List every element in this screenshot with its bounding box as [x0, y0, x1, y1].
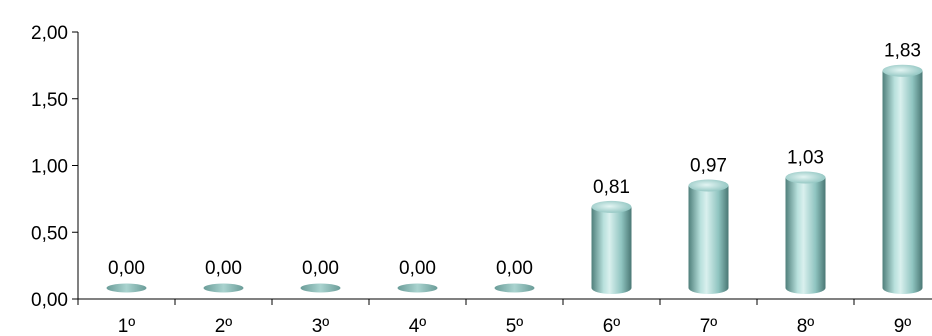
x-tick-label: 9º: [894, 316, 912, 336]
bar: [688, 179, 729, 294]
bar: [397, 283, 438, 293]
bars: [106, 64, 923, 294]
x-tick-label: 4º: [409, 316, 427, 336]
x-tick-label: 5º: [506, 316, 524, 336]
data-labels: 0,00 0,00 0,00 0,00 0,00 0,81 0,97 1,03 1,83: [108, 41, 921, 279]
data-label: 0,00: [496, 258, 533, 279]
bar: [203, 283, 244, 293]
x-tick-label: 2º: [215, 316, 233, 336]
bar: [882, 64, 923, 294]
bar: [494, 283, 535, 293]
bar-cap: [785, 171, 826, 184]
y-tick-label: 0,00: [31, 290, 68, 311]
data-label: 0,00: [399, 258, 436, 279]
data-label: 1,83: [884, 41, 921, 62]
bar-body: [785, 177, 826, 294]
bar-body: [591, 206, 632, 294]
x-tick-label: 1º: [118, 316, 136, 336]
bar-body: [882, 70, 923, 294]
x-axis: 1º 2º 3º 4º 5º 6º 7º 8º 9º: [77, 298, 932, 336]
x-tick-label: 7º: [700, 316, 718, 336]
data-label: 0,81: [593, 177, 630, 198]
x-tick-label: 8º: [797, 316, 815, 336]
bar-cap: [591, 200, 632, 213]
data-label: 0,00: [108, 258, 145, 279]
bar-body: [688, 185, 729, 294]
bar: [106, 283, 147, 293]
y-tick-label: 1,00: [31, 157, 68, 178]
data-label: 0,97: [690, 156, 727, 177]
y-tick-label: 2,00: [31, 23, 68, 44]
y-tick-label: 0,50: [31, 223, 68, 244]
x-tick-label: 3º: [312, 316, 330, 336]
y-tick-label: 1,50: [31, 90, 68, 111]
bar: [785, 171, 826, 294]
data-label: 0,00: [302, 258, 339, 279]
bar-cap: [688, 179, 729, 192]
data-label: 1,03: [787, 147, 824, 168]
bar: [300, 283, 341, 293]
data-label: 0,00: [205, 258, 242, 279]
y-axis: 0,00 0,50 1,00 1,50 2,00: [31, 23, 79, 311]
bar-cap: [882, 64, 923, 77]
bar: [591, 200, 632, 294]
x-tick-label: 6º: [603, 316, 621, 336]
